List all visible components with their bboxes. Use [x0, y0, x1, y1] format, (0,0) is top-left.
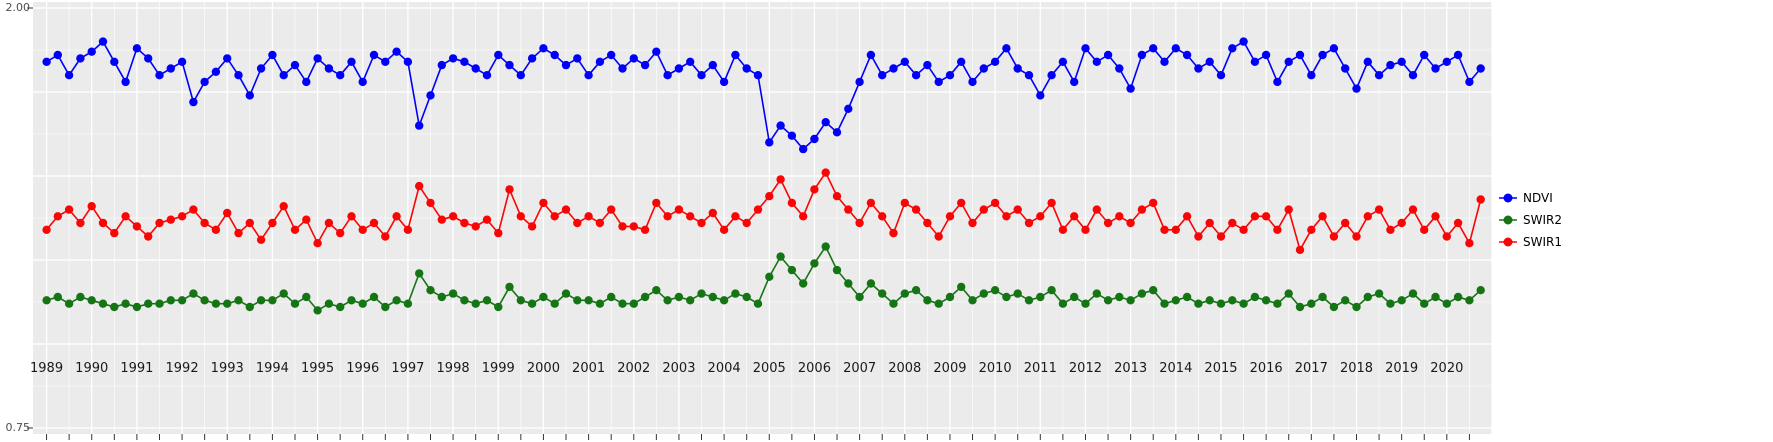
- series-ndvi: [42, 37, 1485, 154]
- x-tick-label: 1989: [30, 361, 63, 376]
- x-tick-label: 2002: [617, 361, 650, 376]
- legend-label-swir2: SWIR2: [1523, 213, 1562, 227]
- x-axis-labels: 1989 1990 1991 1992 1993 1994 1995 1996 1997 1998…: [30, 361, 1463, 376]
- x-tick-label: 1993: [211, 361, 244, 376]
- x-tick-label: 2007: [843, 361, 876, 376]
- x-tick-label: 2001: [572, 361, 605, 376]
- x-tick-label: 1994: [256, 361, 289, 376]
- legend: NDVI SWIR2 SWIR1: [1498, 188, 1562, 252]
- x-tick-label: 2004: [708, 361, 741, 376]
- x-tick-label: 2000: [527, 361, 560, 376]
- x-tick-label: 2017: [1295, 361, 1328, 376]
- x-tick-label: 2011: [1024, 361, 1057, 376]
- legend-item-swir2: SWIR2: [1498, 210, 1562, 230]
- legend-key-swir2-icon: [1498, 212, 1518, 228]
- x-tick-label: 2009: [933, 361, 966, 376]
- x-tick-label: 2005: [753, 361, 786, 376]
- x-tick-label: 2016: [1250, 361, 1283, 376]
- x-tick-label: 1999: [482, 361, 515, 376]
- x-tick-label: 1991: [120, 361, 153, 376]
- y-tick-label-top: 2.00: [5, 1, 31, 14]
- legend-key-swir1-icon: [1498, 234, 1518, 250]
- series-swir2: [42, 242, 1485, 315]
- x-tick-label: 2008: [888, 361, 921, 376]
- x-tick-label: 1990: [75, 361, 108, 376]
- x-tick-label: 2010: [979, 361, 1012, 376]
- x-tick-label: 2019: [1385, 361, 1418, 376]
- y-tick-label-bottom: 0.75: [5, 421, 31, 434]
- series-swir1: [42, 168, 1485, 255]
- x-tick-label: 2015: [1204, 361, 1237, 376]
- x-tick-label: 2020: [1430, 361, 1463, 376]
- legend-label-ndvi: NDVI: [1523, 191, 1553, 205]
- x-tick-label: 2003: [662, 361, 695, 376]
- x-tick-label: 1997: [391, 361, 424, 376]
- x-tick-label: 2014: [1159, 361, 1192, 376]
- legend-item-ndvi: NDVI: [1498, 188, 1562, 208]
- legend-label-swir1: SWIR1: [1523, 235, 1562, 249]
- x-tick-label: 2018: [1340, 361, 1373, 376]
- x-tick-label: 1996: [346, 361, 379, 376]
- x-tick-label: 2012: [1069, 361, 1102, 376]
- x-tick-label: 1992: [166, 361, 199, 376]
- x-tick-label: 2013: [1114, 361, 1147, 376]
- legend-item-swir1: SWIR1: [1498, 232, 1562, 252]
- axis-ticks: [27, 7, 1470, 440]
- x-tick-label: 2006: [798, 361, 831, 376]
- legend-key-ndvi-icon: [1498, 190, 1518, 206]
- x-tick-label: 1998: [437, 361, 470, 376]
- x-tick-label: 1995: [301, 361, 334, 376]
